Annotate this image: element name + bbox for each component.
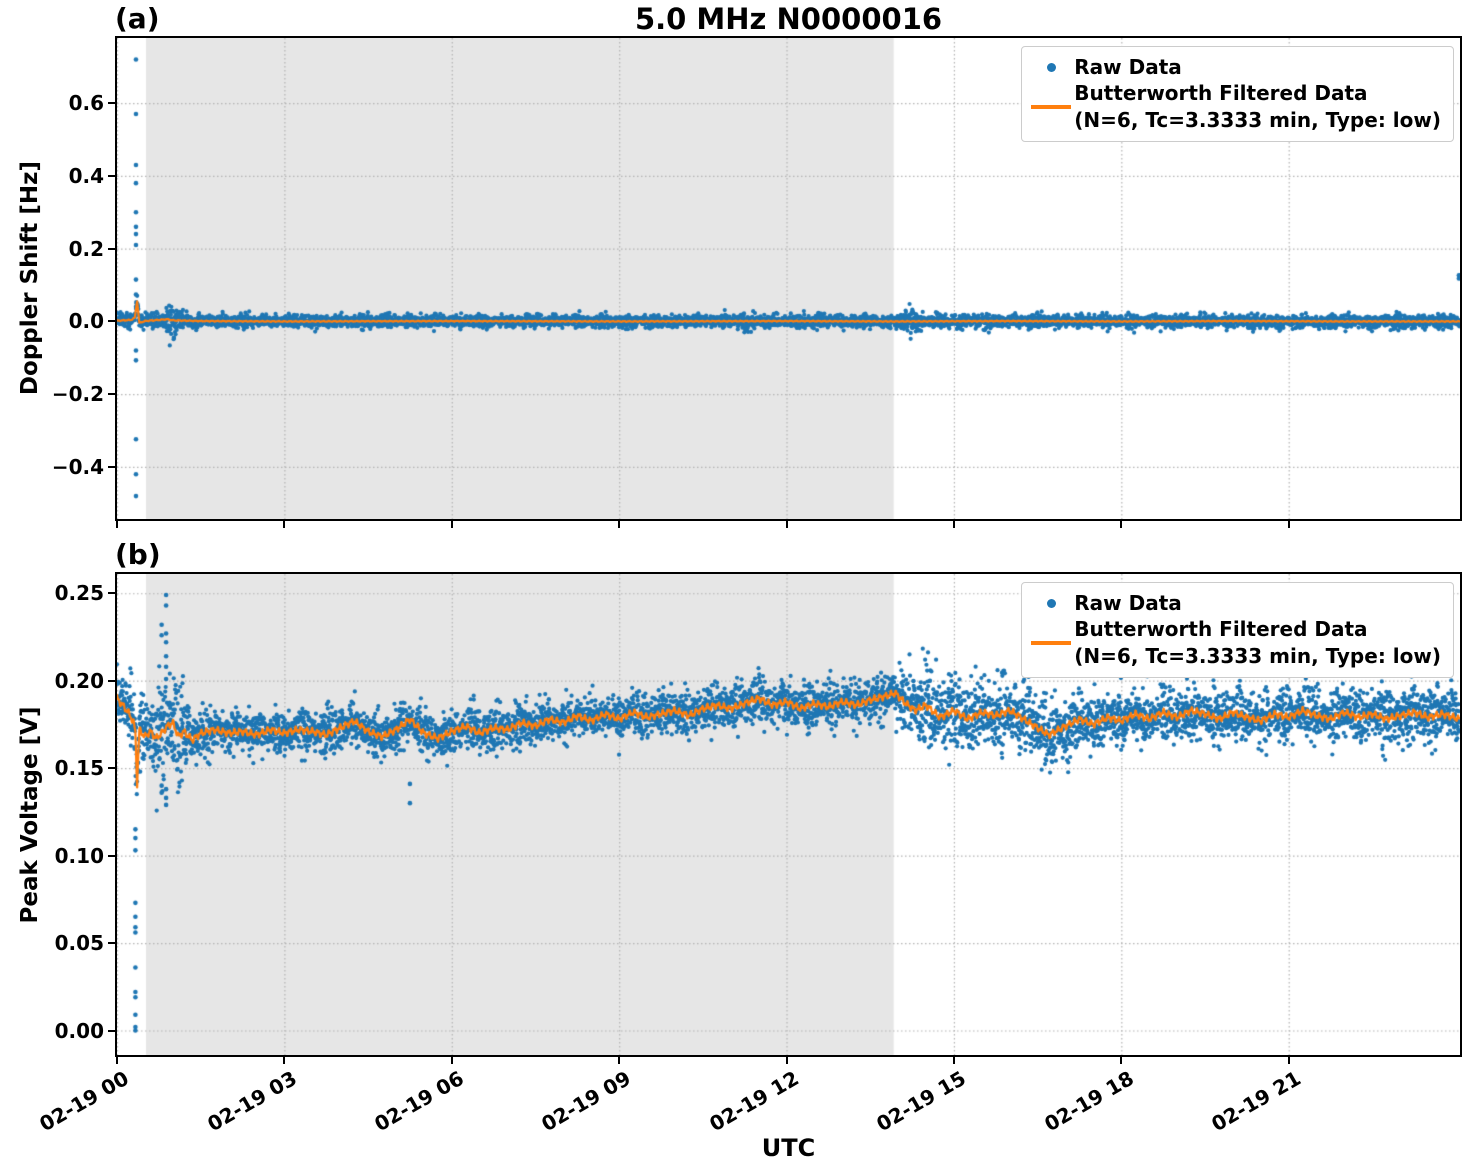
legend-raw-label: Raw Data	[1074, 55, 1182, 79]
x-tick-label: 02-19 00	[35, 1066, 133, 1137]
y-tick-mark	[108, 767, 115, 770]
y-tick-mark	[108, 393, 115, 396]
y-tick-label: 0.4	[68, 163, 104, 188]
doppler-plot-area: Raw Data Butterworth Filtered Data (N=6, …	[115, 36, 1462, 521]
y-tick-label: 0.15	[54, 756, 104, 781]
x-tick-mark	[618, 1057, 621, 1064]
utc-axis-label: UTC	[761, 1134, 816, 1162]
y-tick-mark	[108, 174, 115, 177]
legend-filtered-label-line1: Butterworth Filtered Data	[1074, 617, 1368, 642]
filtered-line-icon	[1028, 104, 1074, 109]
x-tick-mark	[1287, 1057, 1290, 1064]
x-tick-mark	[1287, 521, 1290, 528]
legend-filtered-entry: Butterworth Filtered Data (N=6, Tc=3.3333…	[1028, 616, 1441, 669]
raw-data-marker-icon	[1028, 598, 1074, 608]
y-tick-mark	[108, 854, 115, 857]
y-tick-label: 0.0	[68, 309, 104, 334]
x-tick-label: 02-19 21	[1207, 1066, 1305, 1137]
legend-b: Raw Data Butterworth Filtered Data (N=6, …	[1021, 582, 1454, 679]
panel-label-b: (b)	[115, 538, 161, 571]
panel-label-a: (a)	[115, 2, 160, 35]
legend-filtered-entry: Butterworth Filtered Data (N=6, Tc=3.3333…	[1028, 80, 1441, 133]
y-tick-label: −0.2	[51, 382, 104, 407]
legend-raw-entry: Raw Data	[1028, 590, 1441, 616]
voltage-plot-area: Raw Data Butterworth Filtered Data (N=6, …	[115, 572, 1462, 1057]
blue-dot-icon	[1046, 62, 1056, 72]
doppler-axis-label: Doppler Shift [Hz]	[17, 160, 43, 396]
x-tick-label: 02-19 03	[202, 1066, 301, 1137]
legend-filtered-label-line2: (N=6, Tc=3.3333 min, Type: low)	[1074, 107, 1441, 132]
y-tick-mark	[108, 942, 115, 945]
y-tick-label: 0.20	[54, 668, 104, 693]
x-tick-label: 02-19 12	[705, 1066, 803, 1137]
legend-filtered-label: Butterworth Filtered Data (N=6, Tc=3.3333…	[1074, 80, 1441, 133]
y-tick-label: 0.05	[54, 931, 104, 956]
x-tick-mark	[283, 1057, 286, 1064]
blue-dot-icon	[1046, 598, 1056, 608]
y-tick-label: 0.25	[54, 581, 104, 606]
legend-raw-label: Raw Data	[1074, 591, 1182, 615]
y-tick-mark	[108, 102, 115, 105]
y-tick-mark	[108, 320, 115, 323]
x-tick-mark	[450, 521, 453, 528]
voltage-axis-label: Peak Voltage [V]	[17, 706, 43, 924]
x-tick-mark	[618, 521, 621, 528]
legend-filtered-label-line1: Butterworth Filtered Data	[1074, 81, 1368, 106]
x-tick-mark	[785, 521, 788, 528]
x-tick-mark	[283, 521, 286, 528]
orange-line-icon	[1031, 104, 1072, 109]
y-tick-mark	[108, 679, 115, 682]
y-tick-label: 0.2	[68, 236, 104, 261]
x-tick-mark	[1120, 1057, 1123, 1064]
y-tick-mark	[108, 592, 115, 595]
x-tick-mark	[116, 521, 118, 528]
x-tick-mark	[952, 1057, 955, 1064]
legend-a: Raw Data Butterworth Filtered Data (N=6, …	[1021, 46, 1454, 143]
legend-raw-entry: Raw Data	[1028, 54, 1441, 80]
y-tick-mark	[108, 247, 115, 250]
legend-filtered-label: Butterworth Filtered Data (N=6, Tc=3.3333…	[1074, 616, 1441, 669]
x-tick-mark	[1120, 521, 1123, 528]
x-tick-label: 02-19 09	[537, 1066, 636, 1137]
x-tick-label: 02-19 06	[370, 1066, 468, 1137]
x-tick-mark	[952, 521, 955, 528]
y-tick-label: −0.4	[51, 454, 104, 479]
y-tick-label: 0.10	[54, 843, 104, 868]
y-tick-mark	[108, 1029, 115, 1032]
x-tick-mark	[785, 1057, 788, 1064]
page-title: 5.0 MHz N0000016	[634, 2, 943, 36]
x-tick-mark	[116, 1057, 118, 1064]
raw-data-marker-icon	[1028, 62, 1074, 72]
legend-filtered-label-line2: (N=6, Tc=3.3333 min, Type: low)	[1074, 643, 1441, 668]
orange-line-icon	[1031, 640, 1072, 645]
filtered-line-icon	[1028, 640, 1074, 645]
y-tick-mark	[108, 465, 115, 468]
x-tick-mark	[450, 1057, 453, 1064]
y-tick-label: 0.6	[68, 91, 104, 116]
y-tick-label: 0.00	[54, 1018, 104, 1043]
x-tick-label: 02-19 15	[872, 1066, 970, 1137]
x-tick-label: 02-19 18	[1039, 1066, 1138, 1137]
